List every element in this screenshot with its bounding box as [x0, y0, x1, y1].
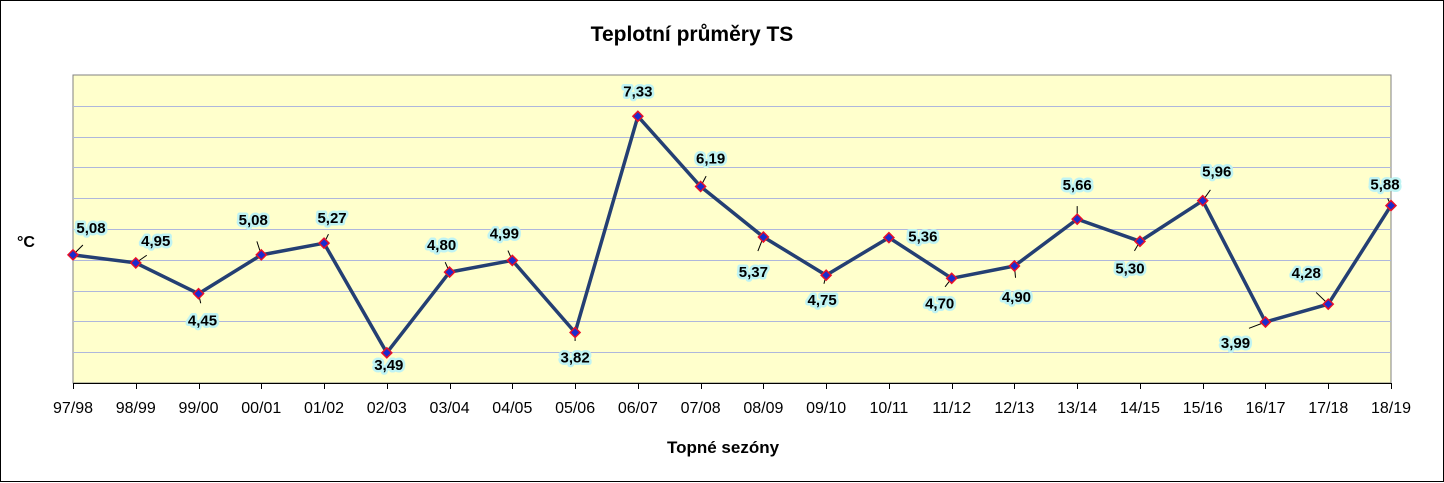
data-point-marker: [882, 231, 895, 244]
x-tick-label: 14/15: [1120, 400, 1160, 417]
data-label: 4,28: [1292, 265, 1321, 282]
data-point-marker: [1071, 213, 1084, 226]
data-label: 5,27: [317, 210, 346, 227]
data-point-marker: [380, 346, 393, 359]
data-label: 6,19: [696, 150, 725, 167]
data-label: 4,70: [925, 295, 954, 312]
x-tick-label: 05/06: [555, 400, 595, 417]
data-point-marker: [66, 248, 80, 261]
x-tick-label: 99/00: [179, 400, 219, 417]
x-tick-label: 18/19: [1371, 400, 1411, 417]
data-point-marker: [255, 248, 268, 261]
data-label: 5,30: [1115, 260, 1144, 277]
x-tick-label: 09/10: [806, 400, 846, 417]
x-tick-label: 10/11: [869, 400, 908, 417]
data-label: 3,99: [1221, 335, 1250, 352]
data-label: 4,75: [808, 292, 837, 309]
x-tick-label: 03/04: [430, 400, 470, 417]
data-label: 3,49: [374, 357, 403, 374]
x-tick-label: 06/07: [618, 400, 658, 417]
data-point-marker: [129, 256, 142, 269]
x-tick-label: 16/17: [1245, 400, 1285, 417]
data-label: 5,37: [739, 264, 768, 281]
x-axis-label: Topné sezóny: [666, 438, 780, 457]
data-point-marker: [1384, 199, 1398, 212]
data-label: 5,08: [76, 220, 105, 237]
data-point-marker: [631, 110, 644, 123]
x-tick-label: 01/02: [304, 400, 344, 417]
data-point-marker: [506, 254, 519, 267]
data-point-marker: [192, 287, 205, 300]
data-label: 4,99: [490, 225, 519, 242]
x-tick-label: 04/05: [492, 400, 532, 417]
x-tick-label: 17/18: [1308, 400, 1348, 417]
data-label: 7,33: [623, 83, 652, 100]
x-tick-label: 12/13: [994, 400, 1034, 417]
x-tick-label: 00/01: [241, 400, 281, 417]
series-line: [72, 114, 1393, 355]
data-point-marker: [569, 326, 582, 339]
data-point-marker: [443, 266, 456, 279]
data-point-marker: [945, 272, 958, 285]
x-tick-label: 07/08: [681, 400, 721, 417]
data-label: 5,88: [1370, 177, 1399, 194]
data-point-marker: [1259, 315, 1272, 329]
chart-title: Teplotní průměry TS: [590, 23, 794, 46]
data-label: 4,45: [188, 313, 217, 330]
data-label: 5,36: [908, 229, 937, 246]
x-tick-label: 02/03: [367, 400, 407, 417]
data-point-marker: [757, 230, 770, 244]
data-label: 4,95: [141, 233, 170, 250]
data-point-marker: [317, 237, 331, 250]
data-point-marker: [1133, 235, 1147, 248]
x-tick-label: 11/12: [932, 400, 971, 417]
data-label: 5,66: [1063, 177, 1092, 194]
x-tick-label: 15/16: [1183, 400, 1223, 417]
x-tick-label: 98/99: [116, 400, 156, 417]
data-point-marker: [1008, 259, 1021, 273]
data-label: 5,08: [239, 212, 268, 229]
y-axis-label: °C: [17, 234, 35, 251]
x-tick-label: 13/14: [1057, 400, 1097, 417]
data-label: 4,90: [1002, 289, 1031, 306]
x-tick-label: 97/98: [53, 400, 93, 417]
x-tick-label: 08/09: [743, 400, 783, 417]
data-label: 4,80: [427, 237, 456, 254]
data-point-marker: [1322, 298, 1335, 311]
data-label: 3,82: [560, 349, 589, 366]
data-point-marker: [820, 269, 833, 282]
data-label: 5,96: [1202, 164, 1231, 181]
data-point-marker: [1196, 194, 1209, 207]
data-point-marker: [694, 180, 707, 193]
